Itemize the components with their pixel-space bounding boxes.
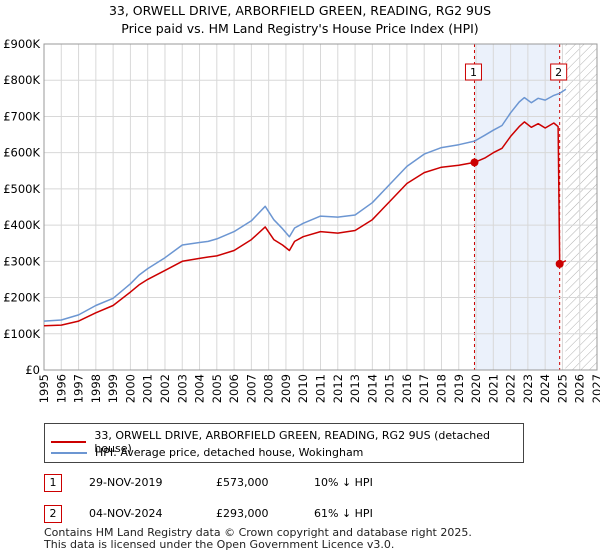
sale-point-2 — [555, 259, 564, 268]
x-tick-label: 2015 — [383, 374, 397, 403]
sale-price-1: £573,000 — [216, 476, 269, 489]
sale-point-1 — [470, 158, 479, 167]
x-tick-label: 2021 — [486, 374, 500, 403]
x-tick-label: 2013 — [348, 374, 362, 403]
chart-subtitle: Price paid vs. HM Land Registry's House … — [121, 21, 479, 36]
future-hatch — [565, 44, 597, 370]
y-tick-label: £600K — [3, 146, 40, 160]
sale-badge-2: 2 — [44, 505, 62, 523]
y-tick-label: £100K — [3, 327, 40, 341]
y-tick-label: £400K — [3, 218, 40, 232]
x-tick-label: 2022 — [504, 374, 518, 403]
x-tick-label: 2012 — [331, 374, 345, 403]
plot-frame — [43, 43, 598, 371]
sale-hpi-1: 10% ↓ HPI — [314, 476, 373, 489]
x-tick-label: 2004 — [193, 374, 207, 403]
sale-badge-1: 1 — [44, 474, 62, 492]
legend-label-hpi: HPI: Average price, detached house, Woki… — [95, 446, 364, 459]
x-tick-label: 2010 — [296, 374, 310, 403]
hpi-line — [43, 88, 567, 322]
x-tick-label: 2002 — [158, 374, 172, 403]
sale-hpi-2: 61% ↓ HPI — [314, 507, 373, 520]
legend-swatch-price — [51, 441, 87, 443]
x-tick-label: 2014 — [365, 374, 379, 403]
footer-licence: This data is licensed under the Open Gov… — [44, 538, 395, 551]
y-tick-label: £300K — [3, 254, 40, 268]
y-tick-label: £700K — [3, 109, 40, 123]
sale-label-1: 1 — [470, 66, 477, 79]
sale-row-2: 2 04-NOV-2024 £293,000 61% ↓ HPI — [44, 505, 524, 525]
x-tick-label: 1998 — [89, 374, 103, 403]
x-tick-label: 2019 — [452, 374, 466, 403]
x-tick-label: 2000 — [123, 374, 137, 403]
x-tick-label: 2003 — [175, 374, 189, 403]
x-tick-label: 2016 — [400, 374, 414, 403]
footer: Contains HM Land Registry data © Crown c… — [44, 527, 472, 551]
chart-title: 33, ORWELL DRIVE, ARBORFIELD GREEN, READ… — [108, 3, 492, 18]
price-paid-line — [43, 121, 567, 327]
x-tick-label: 2026 — [573, 374, 587, 403]
legend-item-price: 33, ORWELL DRIVE, ARBORFIELD GREEN, READ… — [51, 429, 523, 455]
x-tick-label: 2023 — [521, 374, 535, 403]
x-tick-label: 1995 — [37, 374, 51, 403]
x-tick-label: 2001 — [141, 374, 155, 403]
x-tick-label: 2018 — [434, 374, 448, 403]
legend-label-price: 33, ORWELL DRIVE, ARBORFIELD GREEN, READ… — [94, 429, 490, 455]
sale-label-box-1 — [464, 63, 482, 81]
y-tick-label: £900K — [3, 37, 40, 51]
x-tick-label: 2027 — [590, 374, 600, 403]
x-tick-label: 2025 — [555, 374, 569, 403]
x-tick-label: 2006 — [227, 374, 241, 403]
sale-price-2: £293,000 — [216, 507, 269, 520]
x-tick-label: 2008 — [262, 374, 276, 403]
x-tick-label: 2024 — [538, 374, 552, 403]
x-tick-label: 2011 — [314, 374, 328, 403]
sale-date-1: 29-NOV-2019 — [89, 476, 163, 489]
x-tick-label: 1996 — [54, 374, 68, 403]
sale-label-box-2 — [550, 63, 568, 81]
sale-label-2: 2 — [555, 66, 562, 79]
sale-date-2: 04-NOV-2024 — [89, 507, 163, 520]
footer-copyright: Contains HM Land Registry data © Crown c… — [44, 526, 472, 539]
y-tick-label: £800K — [3, 73, 40, 87]
x-tick-label: 2017 — [417, 374, 431, 403]
x-tick-label: 2009 — [279, 374, 293, 403]
y-tick-label: £500K — [3, 182, 40, 196]
legend-swatch-hpi — [51, 451, 87, 454]
x-tick-label: 2005 — [210, 374, 224, 403]
y-tick-label: £0 — [25, 363, 40, 377]
legend-item-hpi: HPI: Average price, detached house, Woki… — [51, 446, 363, 459]
ownership-shade — [474, 44, 560, 370]
x-tick-label: 2007 — [244, 374, 258, 403]
sale-row-1: 1 29-NOV-2019 £573,000 10% ↓ HPI — [44, 474, 524, 494]
legend: 33, ORWELL DRIVE, ARBORFIELD GREEN, READ… — [44, 423, 524, 463]
x-tick-label: 1997 — [72, 374, 86, 403]
x-tick-label: 2020 — [469, 374, 483, 403]
y-tick-label: £200K — [3, 291, 40, 305]
x-tick-label: 1999 — [106, 374, 120, 403]
price-chart: 1 2 £0 £100K £200K £300K £400K £500K £600K £700K… — [3, 37, 600, 403]
